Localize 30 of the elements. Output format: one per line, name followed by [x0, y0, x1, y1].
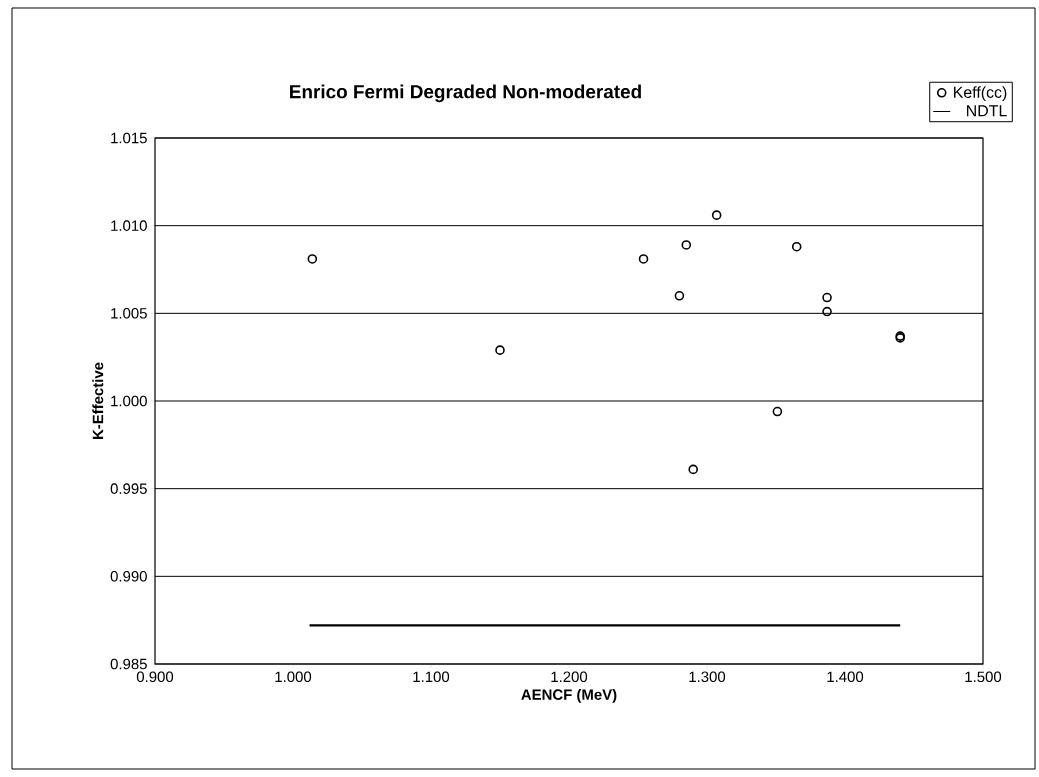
point: [307, 254, 318, 264]
point: [674, 291, 685, 301]
point: [822, 292, 832, 303]
x-tick-label: 1.100: [413, 671, 450, 683]
point: [681, 240, 692, 250]
x-tick-label: 1.000: [275, 671, 312, 683]
y-tick-label: 0.985: [110, 658, 147, 670]
y-tick-label: 1.015: [111, 132, 147, 144]
point: [688, 464, 698, 475]
y-tick-label: 1.005: [111, 308, 147, 319]
x-axis-title: AENCF (MeV): [521, 688, 617, 703]
y-tick-label: 0.990: [110, 571, 147, 582]
point: [495, 345, 505, 355]
y-axis-title: K-Effective: [92, 362, 104, 440]
y-tick-label: 1.000: [111, 395, 147, 407]
chart-title: Enrico Fermi Degraded Non-moderated: [290, 84, 641, 103]
legend-label: Keff(cc): [954, 86, 1007, 102]
point: [772, 406, 783, 417]
point: [638, 254, 649, 264]
x-tick-label: 1.400: [827, 671, 864, 683]
point: [791, 241, 802, 252]
x-tick-label: 1.300: [689, 671, 726, 683]
y-tick-label: 1.010: [111, 220, 147, 231]
x-tick-label: 1.200: [551, 671, 588, 683]
y-tick-label: 0.995: [110, 483, 147, 494]
x-tick-label: 1.500: [965, 671, 1002, 683]
point: [711, 210, 722, 220]
x-tick-label: 0.900: [136, 671, 174, 683]
legend-label: NDTL: [967, 105, 1007, 117]
point: [822, 306, 832, 317]
